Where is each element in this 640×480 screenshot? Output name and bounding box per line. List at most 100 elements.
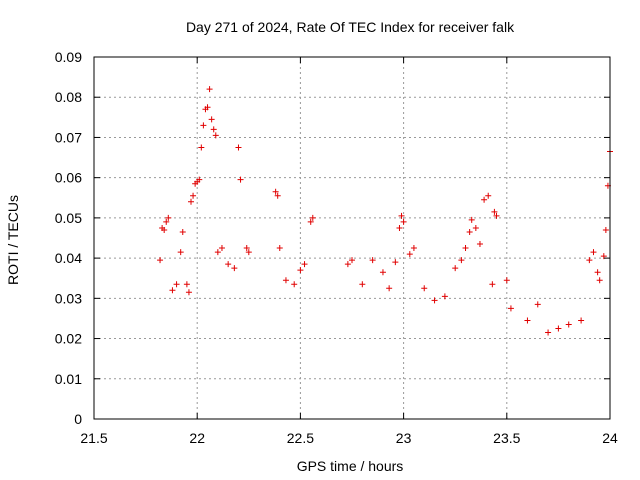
y-tick-label: 0.06 [55, 170, 82, 186]
data-point [309, 214, 316, 221]
data-point [489, 281, 496, 288]
data-point [396, 224, 403, 231]
y-tick-label: 0.01 [55, 371, 82, 387]
data-point [185, 289, 192, 296]
data-point [161, 226, 168, 233]
data-point [369, 257, 376, 264]
plot-frame [93, 56, 611, 420]
y-axis-ticks: 0 0.01 0.02 0.03 0.04 0.05 0.06 0.07 0.08 0.09 [55, 49, 610, 427]
data-point [163, 218, 170, 225]
data-point [301, 261, 308, 268]
y-tick-label: 0.02 [55, 331, 82, 347]
data-point [410, 245, 417, 252]
data-point [235, 144, 242, 151]
grid-lines [94, 57, 610, 419]
x-axis-label: GPS time / hours [297, 458, 404, 474]
data-point [392, 259, 399, 266]
chart-title: Day 271 of 2024, Rate Of TEC Index for r… [186, 19, 515, 35]
data-point [157, 257, 164, 264]
y-tick-label: 0.04 [55, 250, 82, 266]
data-point [503, 277, 510, 284]
data-point [476, 241, 483, 248]
data-point [231, 265, 238, 272]
data-point [359, 281, 366, 288]
data-point [481, 196, 488, 203]
y-tick-label: 0.03 [55, 290, 82, 306]
data-point [466, 228, 473, 235]
y-tick-label: 0.09 [55, 49, 82, 65]
data-point [406, 251, 413, 258]
data-point [344, 261, 351, 268]
data-point [602, 226, 609, 233]
data-point [441, 293, 448, 300]
data-point [507, 305, 514, 312]
data-point [173, 281, 180, 288]
data-point [452, 265, 459, 272]
x-tick-label: 24 [602, 430, 618, 446]
data-point [349, 257, 355, 264]
data-point [225, 261, 232, 268]
data-point [590, 249, 597, 256]
data-points [157, 86, 613, 336]
data-point [586, 257, 593, 264]
data-point [196, 176, 203, 183]
data-point [578, 317, 585, 324]
data-point [379, 269, 386, 276]
x-axis-ticks: 21.5 22 22.5 23 23.5 24 [80, 57, 618, 446]
data-point [545, 329, 552, 336]
data-point [594, 269, 601, 276]
data-point [210, 126, 217, 133]
x-tick-label: 22 [189, 430, 205, 446]
data-point [190, 192, 197, 199]
x-tick-label: 21.5 [80, 430, 107, 446]
data-point [237, 176, 244, 183]
data-point [485, 192, 492, 199]
data-point [565, 321, 572, 328]
data-point [218, 245, 225, 252]
data-point [421, 285, 428, 292]
data-point [276, 245, 283, 252]
data-point [245, 249, 252, 256]
data-point [398, 212, 405, 219]
data-point [307, 218, 314, 225]
data-point [555, 325, 562, 332]
x-tick-label: 23.5 [493, 430, 520, 446]
data-point [297, 267, 304, 274]
data-point [282, 277, 289, 284]
data-point [524, 317, 531, 324]
data-point [534, 301, 541, 308]
data-point [179, 228, 186, 235]
data-point [386, 285, 393, 292]
x-tick-label: 23 [396, 430, 412, 446]
data-point [600, 253, 607, 260]
data-point [400, 218, 407, 225]
data-point [204, 104, 211, 111]
data-point [200, 122, 207, 129]
data-point [431, 297, 438, 304]
data-point [491, 208, 498, 215]
data-point [462, 245, 469, 252]
x-tick-label: 22.5 [287, 430, 314, 446]
data-point [274, 192, 281, 199]
data-point [188, 198, 195, 205]
y-tick-label: 0 [74, 411, 82, 427]
data-point [206, 86, 213, 93]
y-axis-label: ROTI / TECUs [5, 195, 21, 285]
data-point [468, 216, 475, 223]
data-point [177, 249, 184, 256]
data-point [493, 212, 500, 219]
data-point [169, 287, 176, 294]
data-point [165, 214, 172, 221]
data-point [472, 224, 479, 231]
data-point [208, 116, 215, 123]
data-point [214, 249, 221, 256]
data-point [243, 245, 250, 252]
data-point [291, 281, 298, 288]
y-tick-label: 0.07 [55, 129, 82, 145]
data-point [183, 281, 190, 288]
data-point [458, 257, 465, 264]
y-tick-label: 0.05 [55, 210, 82, 226]
data-point [272, 188, 279, 195]
data-point [198, 144, 205, 151]
